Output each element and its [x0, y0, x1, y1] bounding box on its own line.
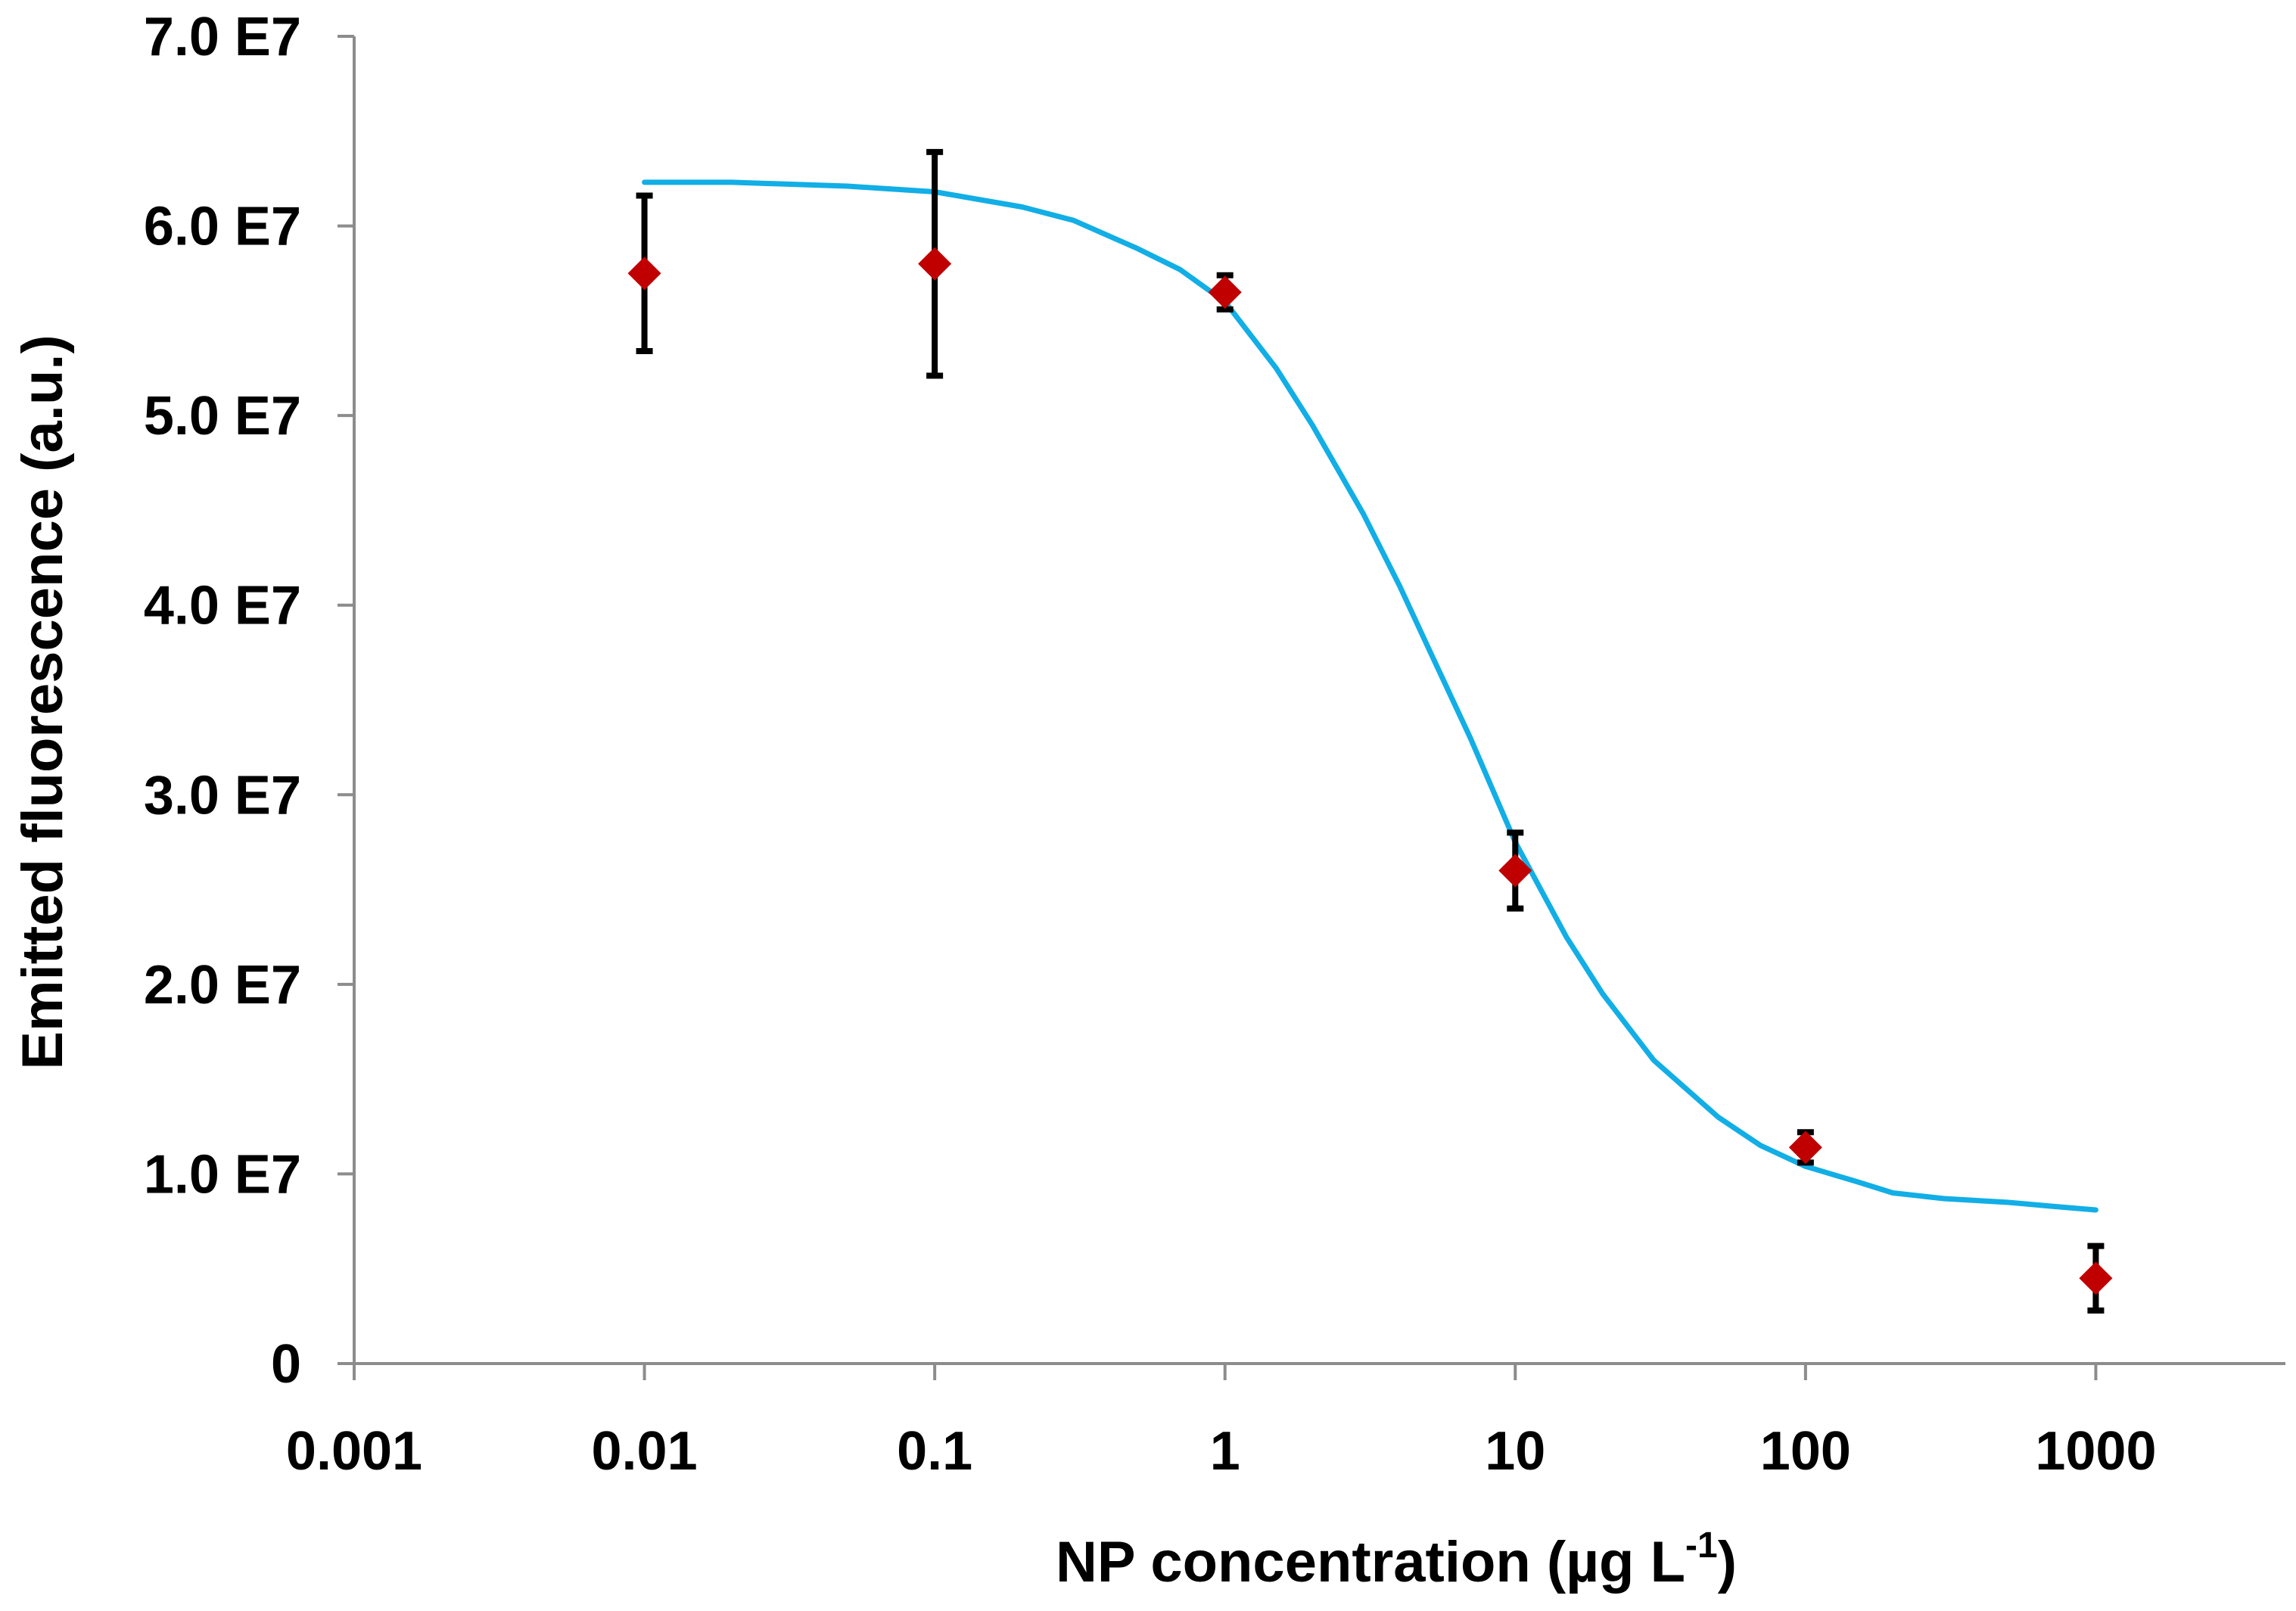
data-point-marker — [627, 257, 661, 291]
x-tick-label: 1000 — [2035, 1421, 2156, 1482]
data-point-group — [1788, 1129, 1822, 1166]
x-axis-title-main: NP concentration (µg L — [1056, 1530, 1685, 1594]
y-tick-label: 1.0 E7 — [144, 1144, 301, 1205]
y-tick-label: 2.0 E7 — [144, 955, 301, 1015]
tick-labels-layer: 0 1.0 E7 2.0 E7 3.0 E7 4.0 E7 5.0 E7 6.0 E7 7.0… — [144, 7, 2157, 1482]
data-point-marker — [1788, 1130, 1822, 1165]
data-point-group — [1498, 829, 1532, 912]
data-point-group — [2079, 1242, 2113, 1314]
y-tick-label: 6.0 E7 — [144, 197, 301, 257]
x-axis-title-superscript: -1 — [1685, 1525, 1718, 1566]
data-point-marker — [1208, 275, 1242, 309]
data-points-layer — [627, 148, 2113, 1314]
x-tick-label: 1 — [1210, 1421, 1240, 1482]
y-tick-label: 4.0 E7 — [144, 576, 301, 636]
data-point-group — [627, 192, 661, 354]
x-tick-label: 100 — [1760, 1421, 1851, 1482]
x-axis-title: NP concentration (µg L-1) — [1056, 1525, 1737, 1594]
fit-curve-layer — [642, 179, 2098, 1213]
x-tick-label: 0.1 — [897, 1421, 972, 1482]
axes — [338, 35, 2285, 1380]
data-point-group — [918, 148, 952, 379]
y-tick-label: 0 — [271, 1334, 301, 1395]
data-point-marker — [918, 247, 952, 281]
data-point-marker — [1498, 854, 1532, 888]
x-tick-label: 0.01 — [592, 1421, 698, 1482]
y-tick-label: 3.0 E7 — [144, 765, 301, 826]
fit-curve-line — [642, 179, 2098, 1213]
y-axis-title: Emitted fluorescence (a.u.) — [11, 334, 75, 1069]
y-tick-label: 7.0 E7 — [144, 7, 301, 67]
x-tick-label: 0.001 — [286, 1421, 422, 1482]
y-tick-label: 5.0 E7 — [144, 386, 301, 446]
x-axis-title-suffix: ) — [1718, 1530, 1737, 1594]
x-tick-label: 10 — [1485, 1421, 1545, 1482]
data-point-group — [1208, 272, 1242, 313]
data-point-marker — [2079, 1261, 2113, 1295]
